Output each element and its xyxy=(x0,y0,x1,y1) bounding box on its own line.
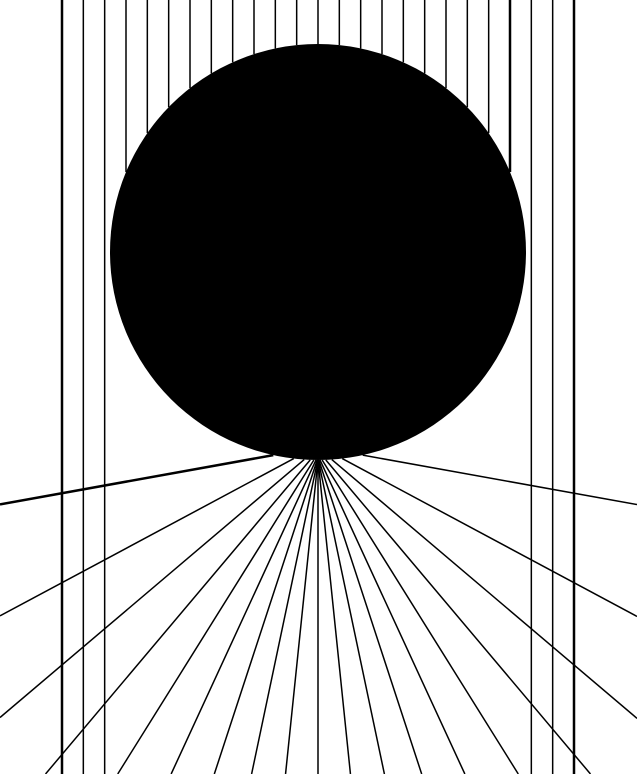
ray-diagram xyxy=(0,0,637,774)
ray-segment xyxy=(326,460,591,774)
ray-segment xyxy=(46,460,311,774)
ray-segment xyxy=(0,455,273,504)
lens-disk xyxy=(110,44,526,460)
ray-segment xyxy=(320,460,465,774)
ray-segment xyxy=(363,455,637,504)
ray-segment xyxy=(332,460,637,719)
ray-segment xyxy=(171,460,316,774)
ray-canvas xyxy=(0,0,637,774)
ray-segment xyxy=(0,460,304,718)
